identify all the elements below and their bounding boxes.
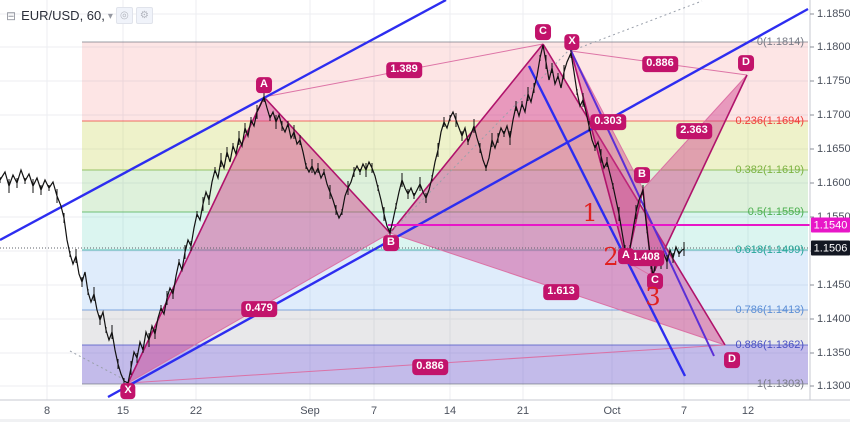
fib-band	[82, 42, 808, 121]
pattern-fill-xab[interactable]	[571, 51, 643, 262]
trend-line[interactable]	[527, 65, 687, 377]
fib-band	[82, 310, 808, 345]
trend-line[interactable]	[107, 7, 809, 399]
pattern-edge[interactable]	[263, 96, 391, 234]
chevron-down-icon[interactable]: ▾	[107, 11, 113, 22]
pattern-edge[interactable]	[570, 50, 628, 263]
legend[interactable]: ⊟ EUR/USD, 60, ▾ ◎ ⚙	[6, 7, 153, 24]
fib-band	[82, 212, 808, 250]
symbol-title: EUR/USD, 60,	[21, 8, 105, 23]
trend-line[interactable]	[0, 0, 447, 242]
price-tag-last: 1.1506	[811, 240, 850, 256]
eye-icon[interactable]: ◎	[115, 7, 133, 24]
dotted-line[interactable]	[570, 0, 703, 52]
pattern-edge[interactable]	[389, 43, 544, 234]
collapse-icon[interactable]: ⊟	[6, 8, 17, 23]
window-edge	[0, 419, 850, 422]
pattern-edge[interactable]	[651, 74, 748, 277]
gear-icon[interactable]: ⚙	[135, 7, 153, 24]
price-tag-alert: 1.1540	[811, 217, 850, 233]
dotted-line[interactable]	[390, 45, 574, 233]
pattern-edge[interactable]	[542, 43, 726, 346]
dotted-line[interactable]	[69, 350, 128, 382]
pattern-fill-xab[interactable]	[128, 97, 390, 383]
